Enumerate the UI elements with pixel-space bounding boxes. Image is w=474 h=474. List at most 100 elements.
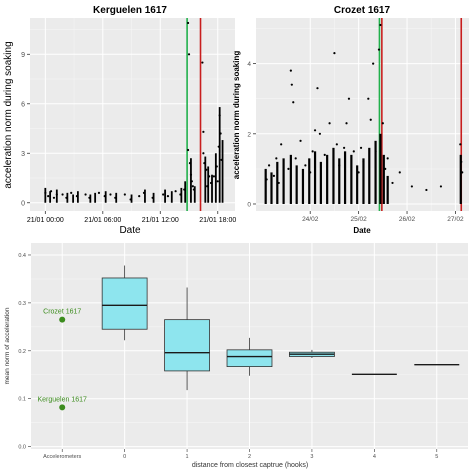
kerguelen-data-point [201, 61, 204, 64]
crozet-data-point [345, 122, 348, 125]
crozet-data-point [347, 97, 351, 100]
kerguelen-data-burst [104, 191, 107, 203]
crozet-data-point [343, 146, 346, 149]
kerguelen-data-point [190, 180, 193, 183]
chart-crozet: 0 2 4 24/02 25/02 26/02 27/02 Crozet 1617 Dat… [232, 5, 469, 235]
kerguelen-data-point [187, 53, 191, 56]
crozet-data-point [377, 48, 381, 51]
kerguelen-data-burst [89, 194, 92, 203]
crozet-data-point [294, 157, 297, 160]
boxplot-x-tick-label: 1 [186, 454, 189, 460]
crozet-data-point [289, 69, 292, 72]
kerguelen-data-point [88, 196, 91, 199]
kerguelen-data-burst [55, 189, 58, 203]
crozet-data-point [459, 143, 462, 146]
kerguelen-data-point [186, 148, 190, 152]
crozet-x-tick-label: 26/02 [399, 216, 416, 223]
boxplot-reference-point [59, 316, 66, 323]
crozet-data-burst [301, 168, 305, 204]
crozet-data-point [398, 171, 401, 174]
kerguelen-data-point [215, 165, 218, 168]
crozet-data-point [439, 185, 443, 188]
kerguelen-data-burst [94, 192, 97, 203]
kerguelen-data-point [47, 195, 50, 198]
kerguelen-y-tick-label: 3 [21, 151, 25, 158]
crozet-y-ticks: 0 2 4 [247, 61, 256, 208]
crozet-title: Crozet 1617 [334, 5, 391, 16]
boxplot-x-tick-label: 4 [373, 454, 376, 460]
crozet-data-point [311, 150, 314, 153]
kerguelen-x-axis-label: Date [119, 225, 141, 236]
kerguelen-data-point [55, 193, 58, 196]
kerguelen-data-point [162, 193, 165, 196]
crozet-data-point [461, 171, 464, 174]
boxplot-x-axis-label: distance from closest captrue (hooks) [192, 462, 308, 469]
crozet-y-tick-label: 2 [247, 131, 251, 138]
crozet-data-point [460, 160, 463, 163]
kerguelen-data-burst [207, 166, 210, 203]
kerguelen-data-point [188, 162, 192, 165]
kerguelen-x-tick-label: 21/01 12:00 [142, 217, 179, 224]
crozet-y-tick-label: 0 [247, 201, 251, 208]
kerguelen-data-points [44, 21, 224, 203]
kerguelen-data-point [183, 188, 186, 191]
boxplot-y-ticks: 0.0 0.1 0.2 0.3 0.4 [18, 253, 31, 451]
boxplot-x-tick-label: Accelerometers [43, 454, 81, 460]
crozet-data-point [410, 185, 413, 188]
kerguelen-data-point [166, 195, 170, 198]
kerguelen-data-point [209, 181, 213, 185]
kerguelen-data-burst [72, 194, 75, 203]
kerguelen-data-point [97, 191, 101, 194]
crozet-data-point [267, 164, 271, 167]
crozet-data-point [352, 150, 355, 153]
crozet-data-point [299, 139, 302, 142]
crozet-data-point [265, 178, 268, 181]
boxplot-y-tick-label: 0.3 [18, 301, 26, 307]
crozet-x-tick-label: 25/02 [350, 216, 367, 223]
crozet-data-point [425, 188, 428, 192]
crozet-data-points [264, 23, 464, 204]
kerguelen-data-point [151, 196, 154, 199]
boxplot-box [226, 349, 273, 367]
crozet-data-burst [270, 172, 273, 204]
crozet-data-point [335, 143, 338, 146]
crozet-data-point [357, 171, 360, 174]
boxplot-x-ticks: Accelerometers 0 1 2 3 4 5 [43, 449, 438, 460]
crozet-data-point [379, 23, 382, 27]
kerguelen-data-point [75, 195, 79, 198]
crozet-y-tick-label: 4 [247, 61, 251, 68]
crozet-data-point [313, 129, 317, 132]
crozet-data-burst [350, 154, 353, 204]
kerguelen-data-point [44, 191, 47, 194]
kerguelen-title: Kerguelen 1617 [93, 5, 167, 16]
kerguelen-data-burst [49, 191, 52, 203]
kerguelen-data-burst [180, 187, 183, 203]
kerguelen-data-point [103, 195, 106, 198]
crozet-data-point [338, 164, 341, 167]
crozet-data-point [275, 157, 278, 160]
kerguelen-y-tick-label: 0 [21, 200, 25, 207]
boxplot-x-tick-label: 3 [310, 454, 313, 460]
crozet-data-point [309, 171, 312, 174]
boxplot-boxes [101, 265, 460, 391]
boxplot-reference-label: Kerguelen 1617 [37, 396, 87, 403]
crozet-data-burst [362, 158, 365, 204]
boxplot-y-tick-label: 0.4 [18, 253, 26, 259]
crozet-data-burst [282, 158, 285, 204]
kerguelen-data-burst [221, 140, 224, 203]
kerguelen-data-point [52, 196, 56, 199]
kerguelen-x-tick-label: 21/01 06:00 [84, 217, 121, 224]
boxplot-box [101, 277, 148, 330]
boxplot-box [164, 319, 210, 372]
crozet-data-point [381, 122, 384, 125]
crozet-data-point [374, 150, 377, 153]
boxplot-y-axis-label: mean norm of acceleration [4, 307, 11, 384]
crozet-data-point [362, 160, 365, 163]
kerguelen-x-tick-label: 21/01 18:00 [199, 217, 236, 224]
kerguelen-data-point [189, 173, 193, 176]
crozet-data-burst [326, 154, 329, 204]
kerguelen-x-ticks: 21/01 00:00 21/01 06:00 21/01 12:00 21/01 1… [27, 211, 236, 224]
kerguelen-data-point [218, 114, 221, 117]
crozet-data-point [391, 181, 394, 185]
kerguelen-data-burst [170, 191, 173, 203]
